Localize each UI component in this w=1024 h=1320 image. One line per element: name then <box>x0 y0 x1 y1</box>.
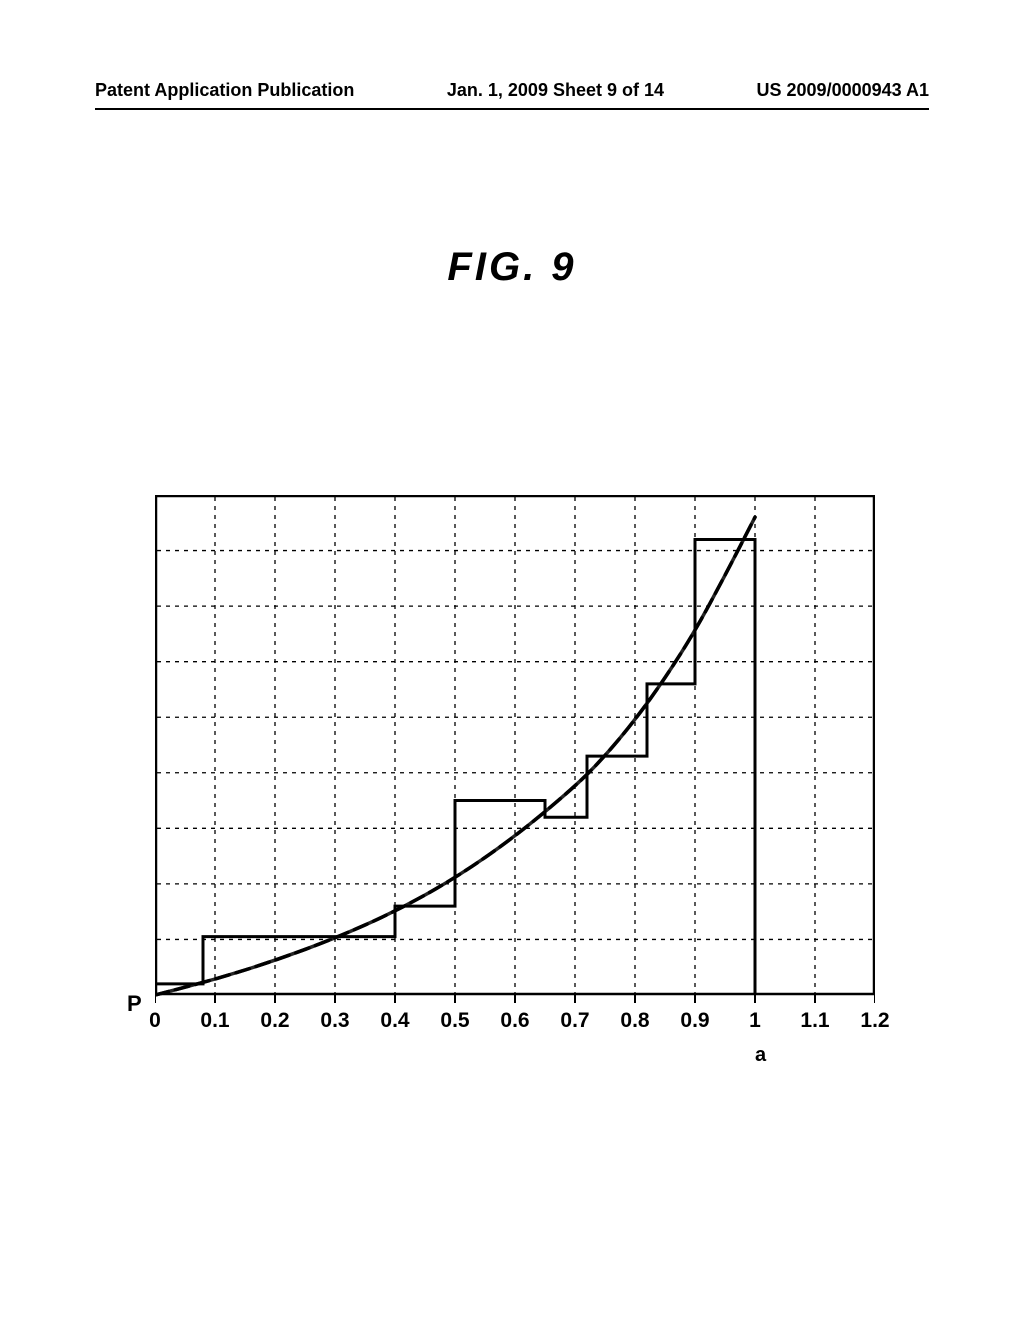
x-tick-label: 0.5 <box>440 1009 469 1033</box>
header-right: US 2009/0000943 A1 <box>757 80 929 101</box>
y-axis-label: P <box>127 991 142 1017</box>
x-tick-label: 0.7 <box>560 1009 589 1033</box>
figure-title: FIG. 9 <box>0 245 1024 290</box>
header-center: Jan. 1, 2009 Sheet 9 of 14 <box>447 80 664 101</box>
x-tick-label: 0 <box>149 1009 161 1033</box>
x-axis-sublabel: a <box>755 1044 766 1067</box>
chart: P a 00.10.20.30.40.50.60.70.80.911.11.2 <box>155 495 875 1065</box>
header-rule <box>95 108 929 110</box>
page-header: Patent Application Publication Jan. 1, 2… <box>0 80 1024 101</box>
x-tick-label: 0.6 <box>500 1009 529 1033</box>
x-tick-label: 1.2 <box>860 1009 889 1033</box>
x-tick-label: 0.2 <box>260 1009 289 1033</box>
x-tick-label: 0.3 <box>320 1009 349 1033</box>
x-tick-label: 1.1 <box>800 1009 829 1033</box>
chart-svg <box>155 495 875 1065</box>
x-tick-label: 0.1 <box>200 1009 229 1033</box>
x-tick-label: 0.4 <box>380 1009 409 1033</box>
header-left: Patent Application Publication <box>95 80 354 101</box>
x-tick-label: 0.9 <box>680 1009 709 1033</box>
x-tick-label: 1 <box>749 1009 761 1033</box>
x-tick-label: 0.8 <box>620 1009 649 1033</box>
